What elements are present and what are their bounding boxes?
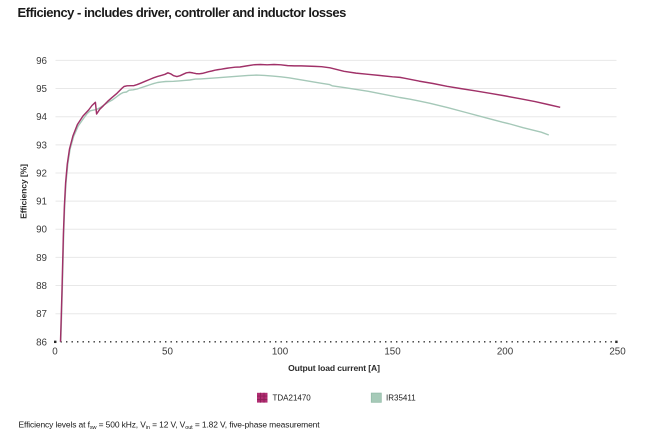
svg-text:250: 250 [609, 347, 626, 358]
svg-text:Output load current [A]: Output load current [A] [288, 363, 380, 373]
svg-text:90: 90 [36, 225, 47, 236]
svg-text:94: 94 [36, 112, 47, 123]
svg-text:92: 92 [36, 168, 47, 179]
svg-text:91: 91 [36, 197, 47, 208]
svg-text:96: 96 [36, 56, 47, 67]
svg-text:100: 100 [272, 347, 289, 358]
svg-text:150: 150 [384, 347, 401, 358]
svg-text:95: 95 [36, 84, 47, 95]
svg-text:93: 93 [36, 140, 47, 151]
svg-text:88: 88 [36, 281, 47, 292]
svg-text:Efficiency - includes driver,: Efficiency - includes driver, controller… [18, 5, 347, 20]
svg-text:200: 200 [497, 347, 514, 358]
svg-text:50: 50 [162, 347, 173, 358]
svg-text:TDA21470: TDA21470 [273, 393, 312, 402]
svg-text:Efficiency [%]: Efficiency [%] [18, 164, 28, 219]
svg-text:89: 89 [36, 253, 47, 264]
svg-text:87: 87 [36, 309, 47, 320]
svg-text:0: 0 [52, 347, 58, 358]
svg-text:Efficiency levels at fsw = 500: Efficiency levels at fsw = 500 kHz, Vin … [19, 419, 321, 431]
svg-text:86: 86 [36, 337, 47, 348]
svg-text:IR35411: IR35411 [386, 393, 416, 402]
